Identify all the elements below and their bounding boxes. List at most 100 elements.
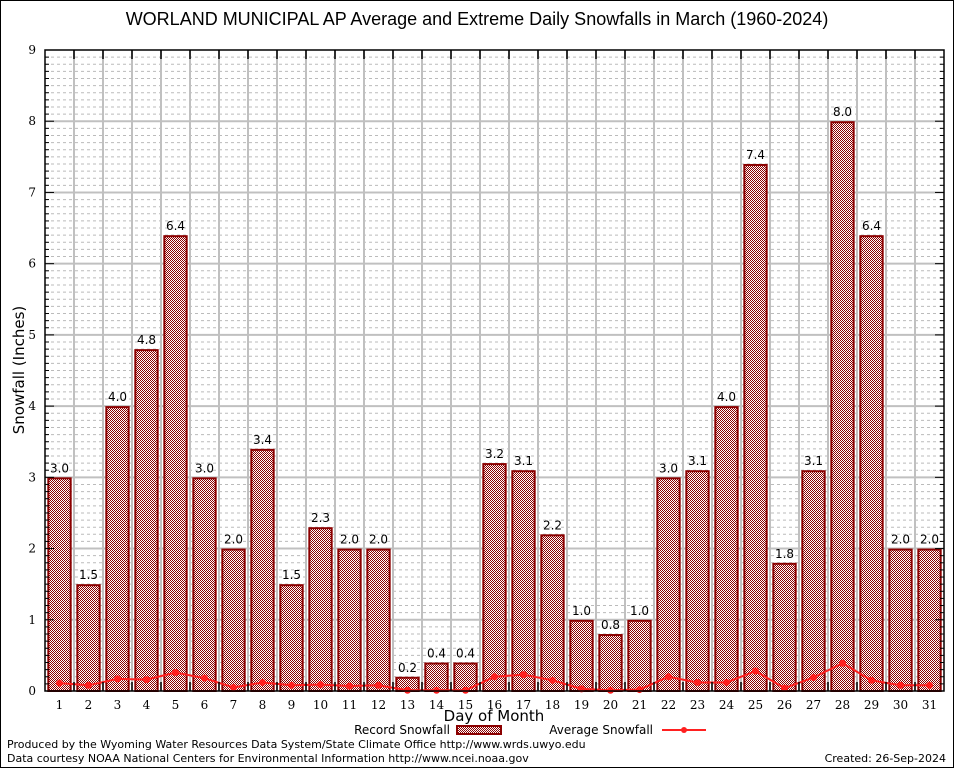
x-tick-label: 17	[516, 698, 531, 712]
record-bar	[47, 477, 72, 693]
bar-value-label: 8.0	[833, 105, 852, 119]
footer-created: Created: 26-Sep-2024	[824, 752, 946, 765]
legend-record-label: Record Snowfall	[354, 723, 450, 737]
x-tick-label: 6	[201, 698, 209, 712]
record-bar	[134, 349, 159, 692]
y-tick-label: 5	[28, 328, 36, 342]
record-bar	[743, 163, 768, 692]
average-point	[897, 681, 904, 689]
average-point	[85, 681, 92, 689]
average-point	[810, 673, 817, 681]
x-tick-label: 29	[864, 698, 879, 712]
record-bar	[192, 477, 217, 693]
record-bar	[859, 235, 884, 693]
average-point	[288, 681, 295, 689]
x-axis-label: Day of Month	[444, 707, 545, 725]
x-tick-label: 22	[661, 698, 676, 712]
average-point	[143, 676, 150, 684]
bar-value-label: 2.0	[920, 533, 939, 547]
x-tick-label: 2	[85, 698, 93, 712]
x-tick-label: 16	[487, 698, 502, 712]
record-bar	[685, 470, 710, 693]
bar-value-label: 2.2	[543, 518, 562, 532]
bar-value-label: 6.4	[166, 219, 185, 233]
y-axis-label: Snowfall (Inches)	[10, 306, 28, 434]
average-point	[56, 679, 63, 687]
average-point	[520, 671, 527, 679]
record-bar	[279, 584, 304, 693]
bar-value-label: 3.0	[50, 461, 69, 475]
bar-value-label: 0.2	[398, 661, 417, 675]
y-tick-label: 0	[28, 684, 36, 698]
record-bar	[627, 619, 652, 692]
y-tick-label: 7	[28, 185, 36, 199]
average-point	[839, 659, 846, 667]
record-bar	[801, 470, 826, 693]
average-point	[636, 686, 643, 694]
x-tick-label: 19	[574, 698, 589, 712]
bar-value-label: 1.0	[572, 604, 591, 618]
x-tick-label: 3	[114, 698, 122, 712]
legend-average-label: Average Snowfall	[549, 723, 653, 737]
record-bar	[772, 562, 797, 692]
x-tick-label: 5	[172, 698, 180, 712]
bar-value-label: 3.1	[514, 454, 533, 468]
record-bar	[221, 548, 246, 692]
footer-data-courtesy: Data courtesy NOAA National Centers for …	[7, 752, 529, 765]
average-point	[926, 681, 933, 689]
x-tick-label: 26	[777, 698, 792, 712]
average-point	[549, 676, 556, 684]
bar-value-label: 1.5	[282, 568, 301, 582]
average-point	[868, 676, 875, 684]
x-tick-label: 4	[143, 698, 151, 712]
bars: 3.0 1.5 4.0 4.8 6.4 3.0 2.0 3.4 1.5 2.3 2.0 2.0 0.2 0…	[47, 105, 942, 693]
average-point	[723, 678, 730, 686]
bar-value-label: 3.0	[195, 461, 214, 475]
x-tick-label: 1	[56, 698, 64, 712]
average-point	[259, 678, 266, 686]
bar-value-label: 3.1	[804, 454, 823, 468]
y-tick-label: 8	[28, 114, 36, 128]
record-bar	[250, 448, 275, 692]
x-tick-label: 21	[632, 698, 647, 712]
average-point	[230, 683, 237, 691]
bar-value-label: 0.4	[456, 647, 475, 661]
y-tick-label: 1	[28, 613, 36, 627]
average-point	[114, 675, 121, 683]
record-bar	[540, 534, 565, 692]
x-tick-label: 8	[259, 698, 267, 712]
bar-value-label: 2.3	[311, 511, 330, 525]
bar-value-label: 2.0	[340, 533, 359, 547]
legend-average-marker	[681, 727, 687, 733]
legend-record-swatch	[456, 725, 502, 735]
record-bar	[830, 121, 855, 692]
average-point	[201, 674, 208, 682]
x-tick-label: 23	[690, 698, 705, 712]
footer-produced-by: Produced by the Wyoming Water Resources …	[7, 738, 586, 751]
x-tick-label: 15	[458, 698, 473, 712]
x-tick-label: 31	[922, 698, 937, 712]
y-tick-label: 9	[28, 43, 36, 57]
x-tick-label: 9	[288, 698, 296, 712]
bar-value-label: 0.8	[601, 618, 620, 632]
record-bar	[105, 406, 130, 692]
average-point	[491, 673, 498, 681]
bar-value-label: 3.0	[659, 461, 678, 475]
bar-value-label: 3.2	[485, 447, 504, 461]
record-bar	[888, 548, 913, 692]
grid	[45, 50, 944, 691]
average-point	[346, 682, 353, 690]
bar-value-label: 1.5	[79, 568, 98, 582]
legend: Record Snowfall Average Snowfall	[354, 723, 706, 737]
x-tick-label: 7	[230, 698, 238, 712]
bar-value-label: 1.0	[630, 604, 649, 618]
plot-border	[44, 49, 945, 692]
y-tick-label: 3	[28, 470, 36, 484]
bar-value-label: 0.4	[427, 647, 446, 661]
chart-title: WORLAND MUNICIPAL AP Average and Extreme…	[125, 9, 829, 29]
x-tick-label: 25	[748, 698, 763, 712]
bar-value-label: 2.0	[224, 533, 243, 547]
record-bar	[337, 548, 362, 692]
x-tick-label: 13	[400, 698, 415, 712]
